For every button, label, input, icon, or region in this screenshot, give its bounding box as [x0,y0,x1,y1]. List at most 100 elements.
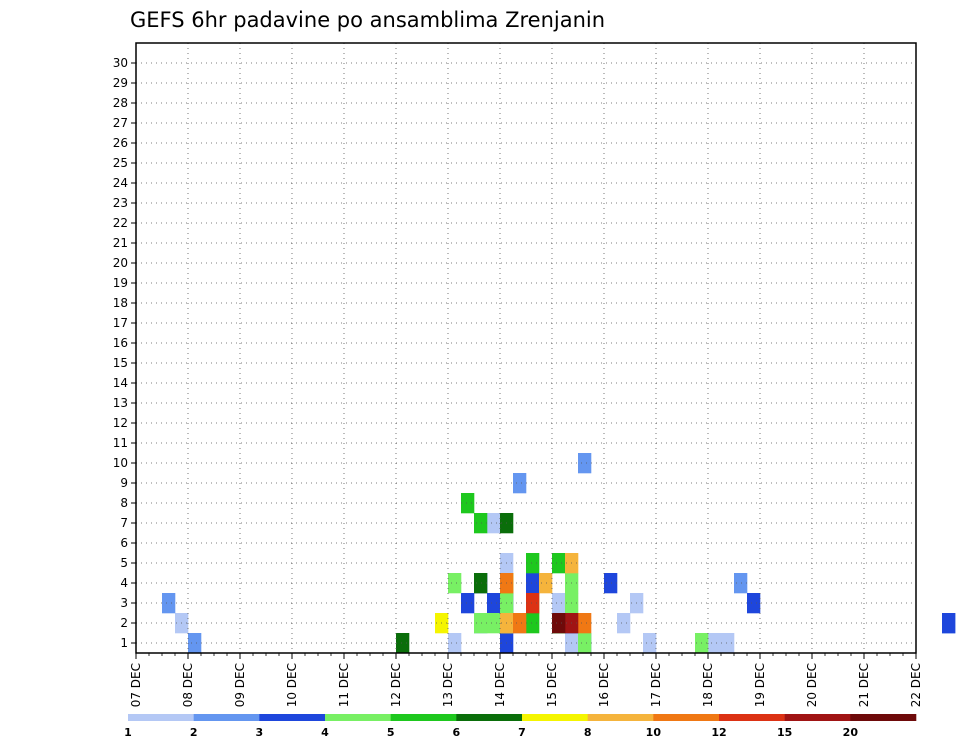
cell-level-6 [474,573,488,594]
colorbar-segment [850,714,917,721]
y-tick-label: 5 [120,556,128,570]
colorbar-segment [259,714,326,721]
x-tick-label: 10 DEC [285,663,299,707]
x-tick-label: 08 DEC [181,663,195,707]
cell-level-4 [474,613,488,634]
grid-layer [136,43,916,653]
y-tick-label: 15 [113,356,128,370]
cell-level-5 [474,513,488,534]
y-tick-label: 28 [113,96,128,110]
colorbar-label: 12 [711,726,726,739]
cell-level-1 [552,593,566,614]
y-tick-label: 22 [113,216,128,230]
x-tick-label: 13 DEC [441,663,455,707]
colorbar-label: 8 [584,726,592,739]
cell-level-4 [578,633,592,654]
y-tick-label: 10 [113,456,128,470]
colorbar-segment [587,714,654,721]
colorbar-segment [719,714,785,721]
cell-level-2 [188,633,202,654]
cell-level-5 [461,493,475,514]
y-tick-label: 26 [113,136,128,150]
cell-level-8 [539,573,553,594]
colorbar-segment [784,714,851,721]
cell-level-2 [578,453,592,474]
colorbar-label: 1 [124,726,132,739]
chart-title: GEFS 6hr padavine po ansamblima Zrenjani… [130,8,605,32]
x-tick-label: 07 DEC [129,663,143,707]
x-tick-label: 14 DEC [493,663,507,707]
y-tick-label: 3 [120,596,128,610]
cell-level-1 [643,633,657,654]
x-tick-label: 19 DEC [753,663,767,707]
y-tick-label: 29 [113,76,128,90]
y-tick-label: 24 [113,176,128,190]
colorbar-label: 3 [256,726,264,739]
y-tick-label: 7 [120,516,128,530]
cell-level-5 [526,613,540,634]
cell-level-5 [552,553,566,574]
cell-level-3 [526,573,540,594]
x-tick-label: 18 DEC [701,663,715,707]
y-tick-label: 9 [120,476,128,490]
colorbar-label: 4 [321,726,329,739]
cell-level-1 [721,633,735,654]
x-tick-label: 12 DEC [389,663,403,707]
y-tick-label: 2 [120,616,128,630]
cell-level-2 [513,473,527,494]
y-tick-label: 13 [113,396,128,410]
x-tick-label: 15 DEC [545,663,559,707]
y-axis: 1234567891011121314151617181920212223242… [113,56,136,650]
colorbar-segment [325,714,391,721]
cell-level-10 [578,613,592,634]
cell-level-12 [526,593,540,614]
colorbar-segment [390,714,457,721]
colorbar-label: 15 [777,726,792,739]
x-tick-label: 17 DEC [649,663,663,707]
cell-level-3 [747,593,761,614]
colorbar-label: 10 [646,726,662,739]
cell-level-4 [487,613,501,634]
cell-level-6 [396,633,410,654]
y-tick-label: 20 [113,256,128,270]
cell-level-3 [604,573,618,594]
x-tick-label: 20 DEC [805,663,819,707]
y-tick-label: 27 [113,116,128,130]
y-tick-label: 11 [113,436,128,450]
y-tick-label: 1 [120,636,128,650]
cell-level-3 [942,613,956,634]
colorbar-segment [193,714,260,721]
x-tick-label: 21 DEC [857,663,871,707]
x-tick-label: 09 DEC [233,663,247,707]
cell-level-1 [487,513,501,534]
x-tick-label: 16 DEC [597,663,611,707]
colorbar: 1 2 3 4 5 6 7 8 10 12 15 20 [124,714,917,739]
colorbar-label: 2 [190,726,198,739]
x-tick-label: 11 DEC [337,663,351,707]
cell-level-4 [448,573,462,594]
colorbar-label: 6 [453,726,461,739]
y-tick-label: 25 [113,156,128,170]
colorbar-segment [456,714,523,721]
y-tick-label: 14 [113,376,128,390]
y-tick-label: 17 [113,316,128,330]
y-tick-label: 6 [120,536,128,550]
colorbar-label: 7 [518,726,526,739]
cell-level-20 [552,613,566,634]
cell-level-3 [461,593,475,614]
cell-level-2 [734,573,748,594]
cell-level-2 [162,593,176,614]
colorbar-label: 20 [843,726,859,739]
y-tick-label: 19 [113,276,128,290]
y-tick-label: 21 [113,236,128,250]
cell-level-10 [513,613,527,634]
x-axis: 07 DEC 08 DEC 09 DEC 10 DEC 11 DEC 12 DEC 13 D… [129,653,923,707]
y-tick-label: 18 [113,296,128,310]
cell-level-3 [487,593,501,614]
y-tick-label: 23 [113,196,128,210]
y-tick-label: 30 [113,56,128,70]
y-tick-label: 12 [113,416,128,430]
x-tick-label: 22 DEC [909,663,923,707]
cell-level-1 [708,633,722,654]
y-tick-label: 8 [120,496,128,510]
